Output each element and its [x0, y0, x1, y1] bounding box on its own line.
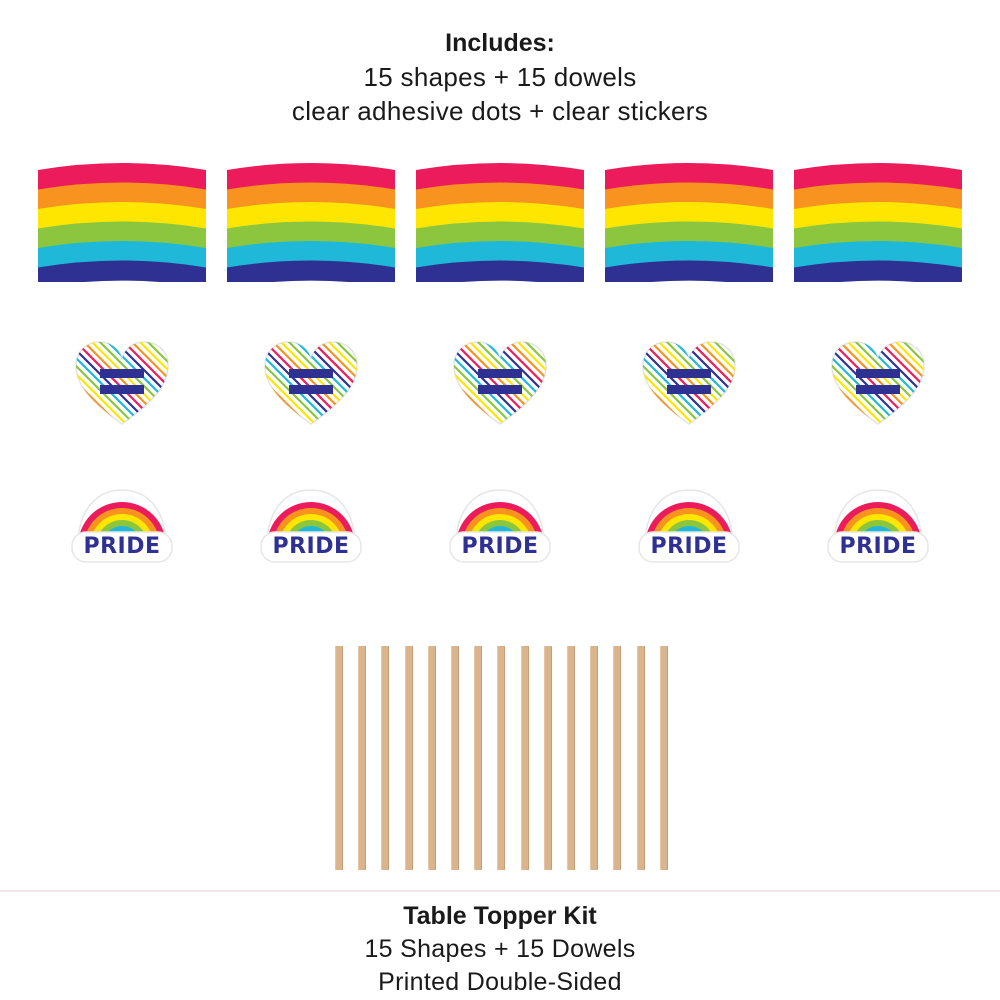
wooden-dowel-icon [404, 646, 413, 870]
wooden-dowel-icon [358, 646, 367, 870]
wooden-dowel-icon [497, 646, 506, 870]
divider [0, 890, 1000, 892]
wooden-dowel-icon [659, 646, 668, 870]
includes-dots-stickers: clear adhesive dots + clear stickers [291, 96, 709, 126]
footer: Table Topper Kit 15 Shapes + 15 Dowels P… [0, 900, 1000, 999]
wooden-dowel-icon [474, 646, 483, 870]
wooden-dowel-icon [567, 646, 575, 870]
wooden-dowel-icon [520, 646, 529, 870]
equality-heart-icon [452, 340, 548, 428]
pride-rainbow-icon: PRIDE [446, 488, 554, 564]
wooden-dowel-icon [543, 646, 552, 870]
pride-rainbow-icon: PRIDE [824, 488, 932, 564]
wooden-dowel-icon [335, 646, 343, 870]
equality-heart-icon [830, 340, 926, 428]
header: Includes: 15 shapes + 15 dowels clear ad… [0, 26, 1000, 128]
kit-contents: 15 Shapes + 15 Dowels [364, 935, 636, 963]
pride-rainbow-icon: PRIDE [635, 488, 743, 564]
rainbow-flag-icon [416, 160, 584, 282]
wooden-dowel-icon [636, 646, 645, 870]
rainbow-flag-icon [605, 160, 773, 282]
dowel-group [0, 646, 1000, 870]
rainbow-row: PRIDE PRIDE PRIDE PRIDE PRIDE [0, 488, 1000, 563]
rainbow-flag-icon [794, 160, 962, 282]
wooden-dowel-icon [590, 646, 599, 870]
equality-heart-icon [74, 340, 170, 428]
wooden-dowel-icon [381, 646, 390, 870]
pride-rainbow-icon: PRIDE [68, 488, 176, 564]
rainbow-flag-icon [38, 160, 206, 282]
pride-rainbow-icon: PRIDE [257, 488, 365, 564]
pride-label: PRIDE [650, 534, 728, 559]
wooden-dowel-icon [451, 646, 459, 870]
equality-heart-icon [641, 340, 737, 428]
kit-title: Table Topper Kit [403, 902, 597, 930]
wooden-dowel-icon [427, 646, 436, 870]
flag-row [0, 160, 1000, 282]
rainbow-flag-icon [227, 160, 395, 282]
pride-label: PRIDE [83, 534, 161, 559]
includes-shapes-dowels: 15 shapes + 15 dowels [363, 62, 637, 92]
kit-print-note: Printed Double-Sided [378, 968, 622, 996]
wooden-dowel-icon [613, 646, 622, 870]
heart-row [0, 340, 1000, 425]
pride-label: PRIDE [839, 534, 917, 559]
pride-label: PRIDE [461, 534, 539, 559]
pride-label: PRIDE [272, 534, 350, 559]
equality-heart-icon [263, 340, 359, 428]
includes-title: Includes: [445, 29, 555, 57]
